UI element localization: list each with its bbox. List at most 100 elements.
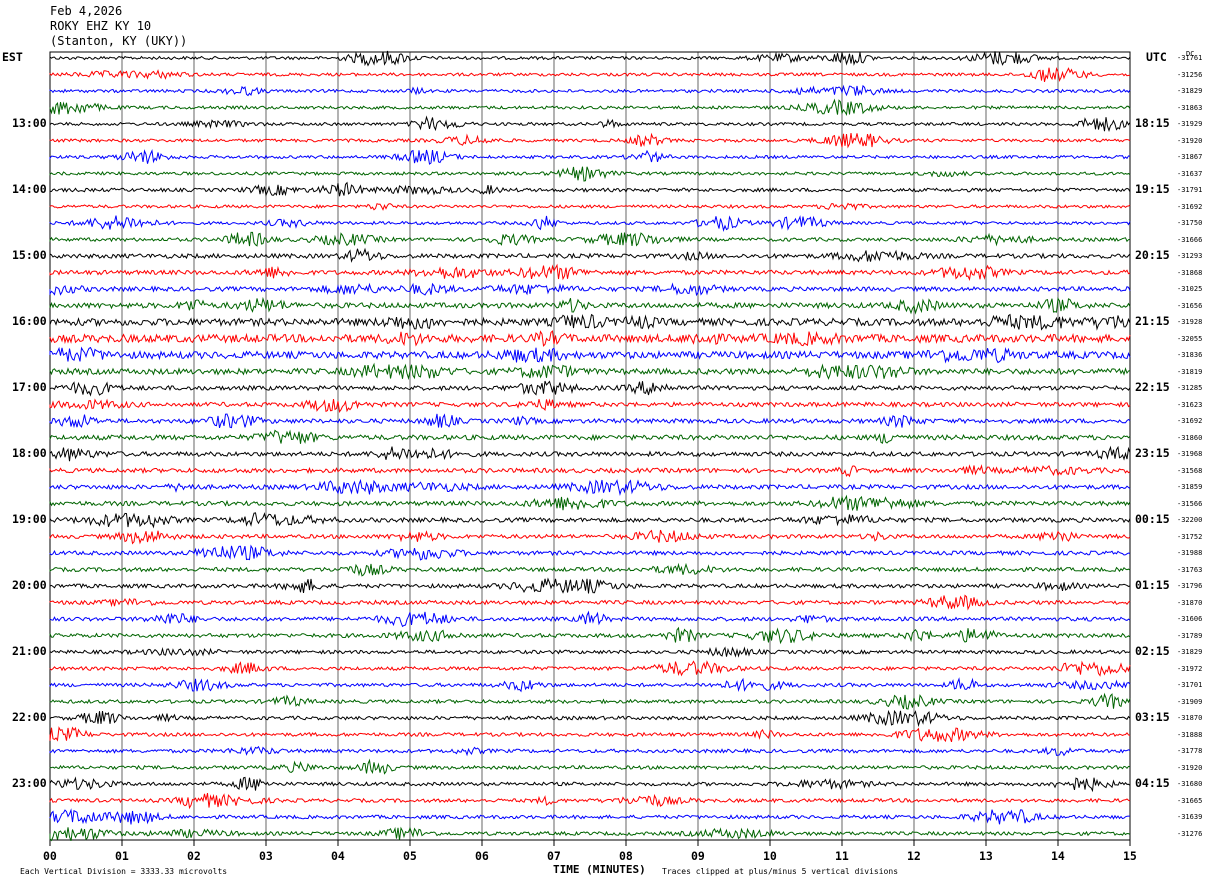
scale-note: Each Vertical Division = 3333.33 microvo… [20, 867, 228, 876]
dc-offset-label: -31870 [1177, 714, 1203, 722]
dc-offset-label: -31819 [1177, 367, 1203, 376]
dc-offset-label: -31863 [1177, 103, 1203, 112]
x-tick-label: 11 [835, 849, 849, 863]
trace-line [49, 380, 1131, 397]
est-hour-label: 21:00 [12, 644, 47, 658]
trace-line [49, 626, 1131, 645]
trace-line [49, 202, 1131, 211]
trace-line [49, 544, 1131, 561]
x-tick-label: 09 [691, 849, 705, 863]
trace-line [49, 726, 1131, 743]
x-tick-label: 07 [547, 849, 561, 863]
dc-offset-label: -31623 [1177, 400, 1203, 409]
clip-note: Traces clipped at plus/minus 5 vertical … [662, 867, 899, 876]
dc-offset-label: -31637 [1177, 169, 1203, 178]
trace-line [49, 758, 1131, 775]
x-tick-label: 06 [475, 849, 489, 863]
trace-line [49, 132, 1131, 149]
trace-line [49, 478, 1131, 497]
trace-line [49, 313, 1131, 331]
dc-offset-label: -31752 [1177, 532, 1203, 541]
utc-hour-label: 01:15 [1135, 578, 1170, 592]
dc-offset-label: -31606 [1177, 615, 1203, 623]
trace-line [49, 808, 1130, 825]
dc-offset-label: -31656 [1177, 301, 1203, 310]
dc-offset-label: -31968 [1177, 450, 1203, 458]
plot-frame [49, 51, 1131, 841]
x-tick-label: 10 [763, 849, 777, 863]
est-hour-label: 16:00 [12, 314, 47, 328]
trace-line [49, 84, 1131, 97]
trace-line [49, 577, 1131, 594]
dc-offset-label: -31829 [1177, 87, 1203, 95]
dc-offset-label: -31928 [1177, 318, 1203, 326]
trace-line [49, 677, 1131, 693]
dc-offset-label: -31566 [1177, 499, 1203, 508]
trace-line [49, 709, 1131, 728]
trace-line [49, 792, 1131, 810]
trace-line [49, 231, 1131, 247]
dc-offset-label: -31276 [1177, 829, 1203, 838]
trace-line [49, 263, 1131, 281]
trace-line [49, 149, 1131, 165]
trace-line [49, 50, 1131, 67]
trace-line [49, 429, 1131, 444]
trace-line [49, 362, 1131, 381]
dc-offset-label: -31256 [1177, 70, 1203, 79]
trace-line [49, 445, 1131, 462]
est-hour-label: 14:00 [12, 182, 47, 196]
dc-offset-label: -31680 [1177, 780, 1203, 788]
est-hour-label: 15:00 [12, 248, 47, 262]
dc-offset-label: -31859 [1177, 483, 1203, 491]
trace-line [49, 826, 1131, 842]
dc-offset-label: -31761 [1177, 54, 1203, 62]
trace-line [49, 346, 1131, 364]
trace-line [49, 166, 1131, 182]
x-tick-label: 14 [1051, 849, 1065, 863]
trace-line [49, 594, 1131, 611]
trace-line [49, 464, 1131, 478]
dc-offset-label: -31870 [1177, 598, 1203, 607]
x-tick-label: 08 [619, 849, 633, 863]
dc-offset-label: -32200 [1177, 516, 1203, 524]
dc-offset-label: -31568 [1177, 466, 1203, 475]
dc-offset-label: -31829 [1177, 648, 1203, 656]
est-hour-label: 17:00 [12, 380, 47, 394]
utc-hour-label: 22:15 [1135, 380, 1170, 394]
trace-line [49, 98, 1131, 117]
trace-line [49, 115, 1131, 132]
header-date: Feb 4,2026 [50, 4, 123, 18]
utc-hour-label: 21:15 [1135, 314, 1170, 328]
utc-axis-title: UTC [1146, 50, 1167, 64]
dc-offset-label: -31836 [1177, 351, 1203, 359]
dc-offset-label: -32055 [1177, 334, 1203, 343]
est-hour-label: 18:00 [12, 446, 47, 460]
dc-offset-label: -31860 [1177, 433, 1203, 442]
dc-offset-label: -31665 [1177, 796, 1203, 805]
dc-offset-label: -31763 [1177, 565, 1203, 574]
utc-hour-label: 23:15 [1135, 446, 1170, 460]
dc-offset-label: -31888 [1177, 730, 1203, 739]
dc-offset-label: -31972 [1177, 664, 1203, 673]
dc-offset-label: -31920 [1177, 763, 1203, 772]
trace-line [49, 529, 1131, 545]
trace-line [49, 745, 1131, 757]
x-axis-title: TIME (MINUTES) [553, 863, 646, 876]
header-location: (Stanton, KY (UKY)) [50, 34, 188, 48]
est-axis-title: EST [2, 50, 23, 64]
header-station: ROKY EHZ KY 10 [50, 19, 152, 33]
trace-line [49, 610, 1131, 628]
x-tick-label: 04 [331, 849, 345, 863]
x-tick-label: 15 [1123, 849, 1137, 863]
utc-hour-label: 19:15 [1135, 182, 1170, 196]
utc-hour-label: 04:15 [1135, 776, 1170, 790]
trace-line [49, 512, 1131, 529]
trace-line [49, 330, 1131, 347]
trace-line [49, 67, 1130, 83]
est-hour-label: 22:00 [12, 710, 47, 724]
dc-offset-label: -31639 [1177, 813, 1203, 821]
trace-line [49, 776, 1131, 793]
utc-hour-label: 18:15 [1135, 116, 1170, 130]
est-hour-label: 20:00 [12, 578, 47, 592]
